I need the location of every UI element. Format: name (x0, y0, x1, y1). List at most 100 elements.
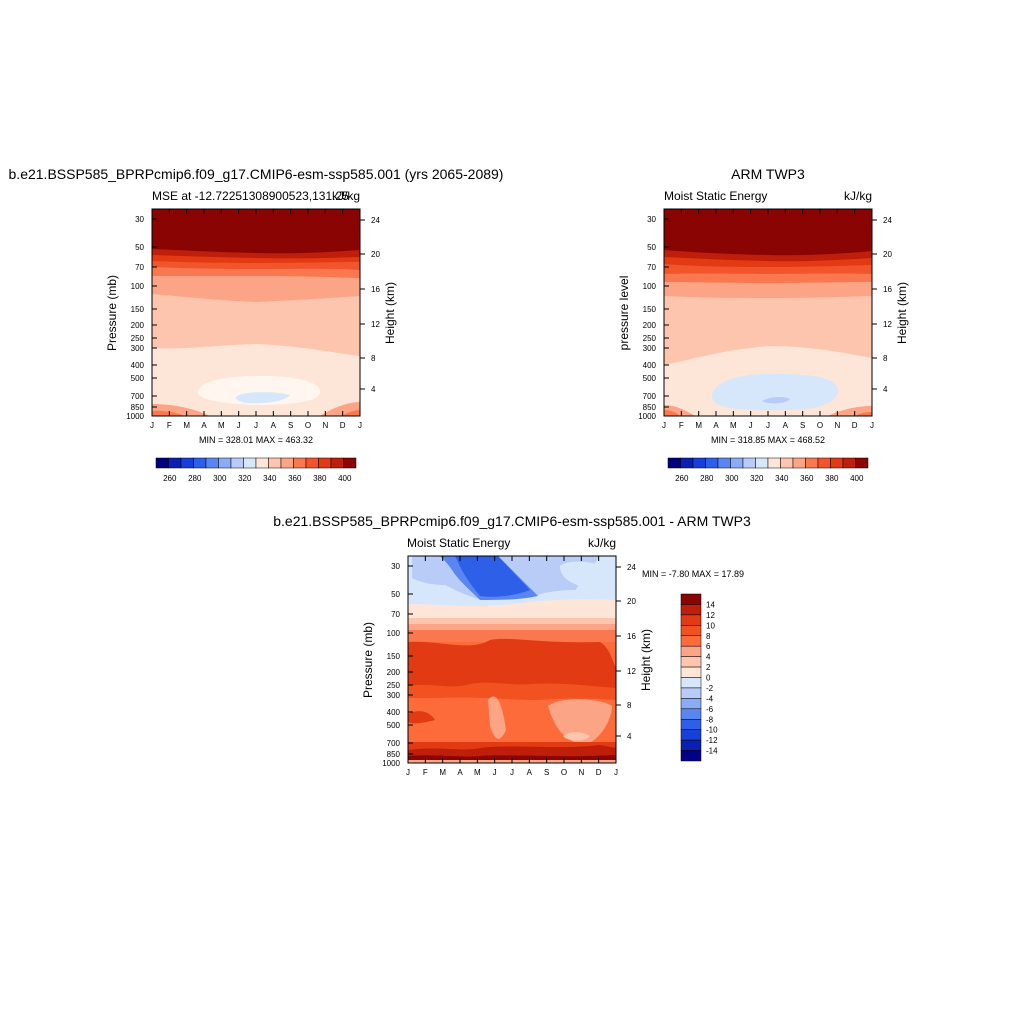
x-tick-label: A (713, 421, 719, 430)
panel-diff-units: kJ/kg (588, 536, 616, 550)
x-tick-label: N (578, 768, 584, 777)
colorbar-swatch (330, 457, 344, 469)
colorbar-label: 340 (263, 474, 277, 483)
y-tick-label: 50 (135, 243, 144, 252)
colorbar-label: 280 (700, 474, 714, 483)
y-tick-label: 400 (131, 361, 145, 370)
y-tick-label: 300 (131, 344, 145, 353)
colorbar-swatch (692, 457, 706, 469)
x-tick-label: J (150, 421, 154, 430)
x-tick-label: A (527, 768, 533, 777)
height-tick-label: 4 (627, 732, 632, 741)
y-tick-label: 500 (387, 721, 401, 730)
panel-diff-contours (408, 556, 616, 763)
colorbar-label: -6 (706, 705, 714, 714)
height-tick-label: 20 (371, 250, 380, 259)
colorbar-swatch (680, 614, 702, 626)
colorbar-swatch (742, 457, 756, 469)
panel-model-stats: MIN = 328.01 MAX = 463.32 (199, 435, 313, 445)
y-tick-label: 50 (391, 590, 400, 599)
colorbar-label: -8 (706, 715, 714, 724)
colorbar-swatch (343, 457, 357, 469)
colorbar-swatch (680, 625, 702, 636)
x-tick-label: A (271, 421, 277, 430)
colorbar-label: 4 (706, 653, 711, 662)
colorbar-label: 380 (313, 474, 327, 483)
colorbar-swatch (680, 729, 702, 741)
x-tick-label: D (340, 421, 346, 430)
panel-obs-stats: MIN = 318.85 MAX = 468.52 (711, 435, 825, 445)
colorbar-label: -12 (706, 736, 718, 745)
panel-diff-ylabel: Pressure (mb) (361, 622, 375, 698)
y-tick-label: 1000 (126, 412, 144, 421)
colorbar-label: 320 (750, 474, 764, 483)
y-tick-label: 300 (387, 691, 401, 700)
x-tick-label: F (167, 421, 172, 430)
colorbar-swatch (180, 457, 194, 469)
colorbar-swatch (855, 457, 869, 469)
x-tick-label: M (474, 768, 481, 777)
panel-diff-left-label: Moist Static Energy (407, 536, 510, 550)
colorbar-label: 280 (188, 474, 202, 483)
panel-model-ylabel: Pressure (mb) (105, 275, 119, 351)
panel-obs-units: kJ/kg (844, 189, 872, 203)
height-tick-label: 24 (627, 563, 636, 572)
colorbar-swatch (680, 719, 702, 730)
height-tick-label: 16 (883, 285, 892, 294)
y-tick-label: 100 (643, 282, 657, 291)
y-tick-label: 50 (647, 243, 656, 252)
x-tick-label: A (457, 768, 463, 777)
x-tick-label: D (596, 768, 602, 777)
colorbar-swatch (680, 635, 702, 647)
panel-diff-ylabel-right: Height (km) (639, 629, 653, 691)
colorbar-label: 6 (706, 642, 711, 651)
height-tick-label: 8 (883, 354, 888, 363)
panel-model-colorbar: 260 280 300 320 340 360 380 400 (155, 457, 357, 483)
y-tick-label: 1000 (382, 759, 400, 768)
x-tick-label: J (766, 421, 770, 430)
height-tick-label: 12 (627, 667, 636, 676)
colorbar-swatch (193, 457, 207, 469)
panel-model-units: kJ/kg (332, 189, 360, 203)
colorbar-label: -2 (706, 684, 714, 693)
panel-obs-contours (664, 209, 872, 416)
x-tick-label: N (322, 421, 328, 430)
y-tick-label: 300 (643, 344, 657, 353)
x-tick-label: J (870, 421, 874, 430)
colorbar-swatch (680, 750, 702, 762)
colorbar-swatch (680, 677, 702, 689)
panel-diff-title: b.e21.BSSP585_BPRPcmip6.f09_g17.CMIP6-es… (273, 513, 751, 529)
colorbar-swatch (792, 457, 806, 469)
colorbar-swatch (680, 645, 702, 657)
y-tick-label: 200 (387, 668, 401, 677)
colorbar-swatch (230, 457, 244, 469)
y-tick-label: 250 (387, 681, 401, 690)
y-tick-label: 200 (643, 321, 657, 330)
x-tick-label: J (749, 421, 753, 430)
colorbar-label: 320 (238, 474, 252, 483)
panel-diff: b.e21.BSSP585_BPRPcmip6.f09_g17.CMIP6-es… (273, 513, 751, 777)
panel-diff-y-ticks: 30 50 70 100 150 200 250 300 400 500 700… (382, 562, 400, 768)
y-tick-label: 850 (643, 403, 657, 412)
y-tick-label: 200 (131, 321, 145, 330)
colorbar-swatch (680, 698, 702, 710)
colorbar-swatch (318, 457, 332, 469)
colorbar-swatch (780, 457, 794, 469)
panel-diff-y-ticks-right: 24 20 16 12 8 4 (627, 563, 636, 741)
height-tick-label: 24 (371, 216, 380, 225)
x-tick-label: N (834, 421, 840, 430)
colorbar-swatch (730, 457, 744, 469)
panel-obs-ylabel-right: Height (km) (895, 282, 909, 344)
x-tick-label: S (288, 421, 293, 430)
height-tick-label: 16 (627, 632, 636, 641)
panel-obs-colorbar: 260 280 300 320 340 360 380 400 (667, 457, 869, 483)
x-tick-label: O (305, 421, 311, 430)
colorbar-swatch (680, 604, 702, 616)
y-tick-label: 400 (643, 361, 657, 370)
x-tick-label: A (783, 421, 789, 430)
colorbar-swatch (755, 457, 769, 469)
panel-obs: ARM TWP3 Moist Static Energy kJ/kg 30 50… (617, 166, 909, 483)
x-tick-label: S (544, 768, 549, 777)
